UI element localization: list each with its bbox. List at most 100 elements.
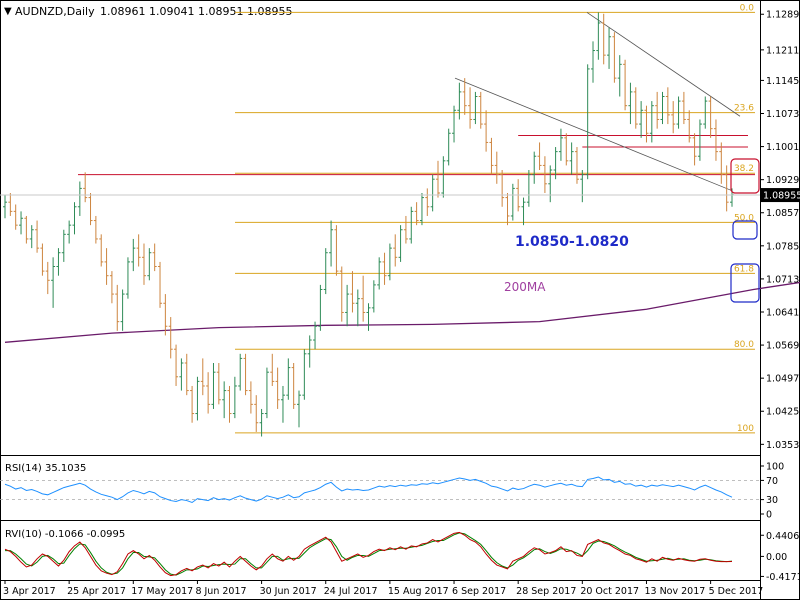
candle-22[interactable] [120, 289, 125, 331]
candle-61[interactable] [329, 220, 334, 267]
candle-1[interactable] [8, 192, 13, 216]
candle-94[interactable] [505, 192, 510, 226]
candle-67[interactable] [361, 275, 366, 322]
candle-50[interactable] [270, 353, 275, 386]
candle-76[interactable] [409, 206, 414, 244]
candle-83[interactable] [446, 128, 451, 166]
candle-4[interactable] [24, 215, 29, 244]
candle-43[interactable] [232, 376, 237, 419]
candle-124[interactable] [665, 87, 670, 125]
candle-54[interactable] [291, 362, 296, 409]
candle-39[interactable] [211, 362, 216, 409]
candle-36[interactable] [195, 376, 200, 421]
candle-112[interactable] [601, 13, 606, 65]
candle-41[interactable] [222, 381, 227, 419]
candle-33[interactable] [179, 358, 184, 391]
candle-129[interactable] [692, 133, 697, 166]
candle-99[interactable] [532, 151, 537, 184]
candle-45[interactable] [243, 353, 248, 396]
candle-7[interactable] [40, 243, 45, 276]
candle-20[interactable] [109, 271, 114, 304]
candle-12[interactable] [67, 220, 72, 244]
candle-91[interactable] [489, 137, 494, 175]
candle-49[interactable] [264, 367, 269, 419]
candle-68[interactable] [366, 303, 371, 331]
candle-84[interactable] [452, 105, 457, 143]
candle-75[interactable] [403, 215, 408, 244]
candle-127[interactable] [681, 91, 686, 125]
candle-52[interactable] [280, 385, 285, 423]
candle-19[interactable] [104, 248, 109, 285]
candle-34[interactable] [184, 353, 189, 396]
candle-27[interactable] [147, 248, 152, 281]
candle-95[interactable] [510, 183, 515, 221]
candle-113[interactable] [607, 27, 612, 69]
candle-93[interactable] [500, 170, 505, 207]
collapse-triangle-icon[interactable]: ▼ [4, 6, 12, 17]
candle-89[interactable] [478, 91, 483, 129]
candles[interactable] [3, 12, 734, 437]
candle-123[interactable] [660, 91, 665, 125]
candle-73[interactable] [393, 234, 398, 267]
candle-125[interactable] [671, 101, 676, 134]
candle-26[interactable] [141, 243, 146, 285]
candle-24[interactable] [131, 238, 136, 272]
candle-131[interactable] [703, 96, 708, 129]
candle-86[interactable] [462, 78, 467, 115]
candle-121[interactable] [649, 101, 654, 143]
candle-60[interactable] [323, 248, 328, 295]
candle-23[interactable] [125, 257, 130, 299]
candle-70[interactable] [377, 257, 382, 290]
candle-42[interactable] [227, 385, 232, 423]
candle-2[interactable] [13, 204, 18, 230]
candle-58[interactable] [313, 321, 318, 350]
candle-106[interactable] [569, 142, 574, 175]
candle-56[interactable] [302, 349, 307, 400]
candle-13[interactable] [72, 202, 77, 235]
candle-57[interactable] [307, 335, 312, 368]
candle-102[interactable] [548, 165, 553, 203]
candle-71[interactable] [382, 252, 387, 285]
candle-110[interactable] [591, 41, 596, 83]
candle-104[interactable] [558, 128, 563, 161]
candle-115[interactable] [617, 55, 622, 97]
candle-114[interactable] [612, 32, 617, 83]
candle-109[interactable] [585, 64, 590, 180]
candle-32[interactable] [174, 344, 179, 386]
candle-120[interactable] [644, 105, 649, 143]
candle-66[interactable] [355, 289, 360, 327]
candle-31[interactable] [168, 317, 173, 359]
candle-5[interactable] [29, 225, 34, 249]
candle-74[interactable] [398, 225, 403, 262]
candle-18[interactable] [99, 234, 104, 267]
candle-72[interactable] [387, 243, 392, 281]
candle-35[interactable] [190, 385, 195, 423]
candle-59[interactable] [318, 284, 323, 331]
candle-98[interactable] [526, 170, 531, 207]
candle-53[interactable] [286, 358, 291, 400]
candle-44[interactable] [238, 353, 243, 391]
candle-103[interactable] [553, 147, 558, 180]
candle-55[interactable] [297, 390, 302, 428]
candle-101[interactable] [542, 156, 547, 193]
candle-9[interactable] [51, 257, 56, 308]
candle-69[interactable] [371, 280, 376, 313]
candle-117[interactable] [628, 82, 633, 125]
candle-128[interactable] [687, 110, 692, 143]
candle-78[interactable] [419, 192, 424, 226]
candle-48[interactable] [259, 408, 264, 437]
candle-135[interactable] [724, 165, 729, 212]
candle-116[interactable] [623, 59, 628, 111]
candle-132[interactable] [708, 96, 713, 138]
candle-80[interactable] [430, 174, 435, 212]
candle-6[interactable] [35, 220, 40, 253]
candle-21[interactable] [115, 284, 120, 331]
candle-38[interactable] [206, 372, 211, 414]
candle-16[interactable] [88, 192, 93, 226]
candle-126[interactable] [676, 96, 681, 129]
candle-133[interactable] [713, 119, 718, 161]
candle-3[interactable] [19, 211, 24, 235]
candle-107[interactable] [574, 147, 579, 184]
candle-62[interactable] [334, 225, 339, 276]
